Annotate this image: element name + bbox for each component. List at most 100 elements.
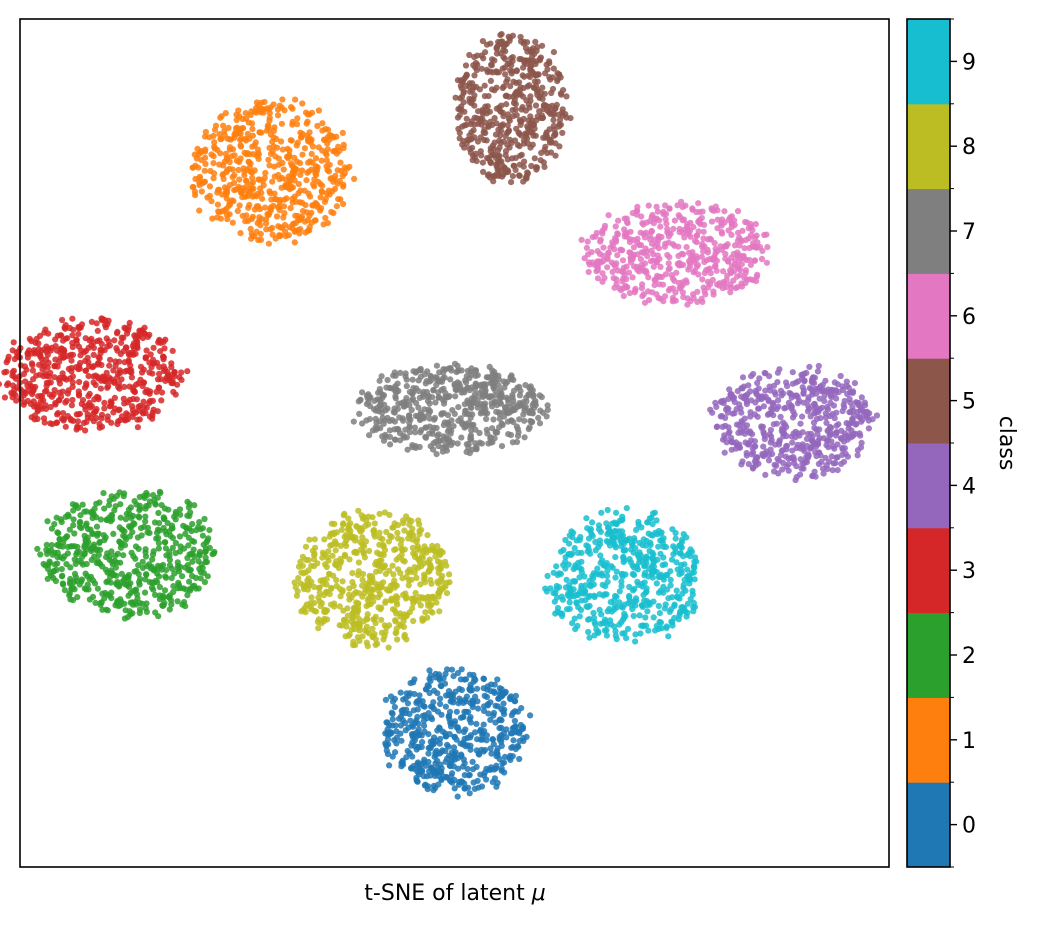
point-class-5 [504,76,511,83]
point-class-1 [270,127,277,134]
point-class-8 [394,535,402,542]
point-class-3 [116,367,123,374]
point-class-5 [481,93,488,100]
point-class-5 [471,72,478,79]
point-class-2 [58,573,66,580]
point-class-2 [51,567,58,575]
point-class-3 [100,376,107,383]
point-class-0 [490,741,497,748]
point-class-6 [666,254,673,261]
point-class-8 [398,545,405,552]
point-class-1 [292,212,299,219]
point-class-0 [425,750,432,757]
point-class-4 [859,416,866,423]
point-class-4 [793,473,800,481]
point-class-4 [767,446,774,453]
point-class-4 [719,423,726,430]
point-class-1 [209,215,216,222]
point-class-2 [182,524,189,531]
point-class-0 [490,709,497,717]
point-class-5 [547,149,555,156]
point-class-0 [389,722,396,729]
point-class-5 [492,154,500,161]
point-class-2 [78,559,85,566]
point-class-6 [654,208,662,215]
point-class-0 [511,717,518,725]
point-class-2 [106,592,113,599]
point-class-3 [10,339,17,346]
point-class-2 [186,578,193,585]
point-class-3 [169,347,176,354]
point-class-7 [386,427,393,434]
point-class-0 [454,793,461,800]
point-class-0 [487,745,494,752]
point-class-3 [130,340,138,347]
point-class-5 [471,114,478,121]
point-class-1 [235,107,242,114]
point-class-2 [121,580,128,588]
point-class-5 [509,173,516,180]
point-class-3 [59,316,66,324]
point-class-7 [498,394,505,401]
point-class-3 [36,332,44,339]
point-class-6 [676,285,683,292]
point-class-6 [660,208,667,215]
point-class-3 [150,406,157,413]
point-class-4 [801,377,808,384]
point-class-2 [64,550,71,557]
point-class-6 [647,258,655,265]
point-class-0 [500,700,507,707]
point-class-1 [267,226,274,233]
point-class-7 [432,374,439,381]
point-class-2 [107,579,114,586]
point-class-6 [619,257,627,264]
point-class-9 [692,554,699,561]
point-class-6 [629,254,636,261]
point-class-0 [494,676,501,683]
point-class-4 [843,420,850,427]
point-class-2 [81,549,88,557]
point-class-7 [424,397,432,405]
point-class-2 [46,560,53,567]
point-class-3 [142,354,150,361]
point-class-8 [446,571,453,578]
point-class-0 [480,721,487,728]
point-class-5 [541,163,548,170]
point-class-0 [403,706,410,713]
point-class-6 [676,225,683,233]
point-class-7 [374,425,381,432]
point-class-6 [650,263,657,270]
point-class-6 [605,212,612,219]
point-class-6 [683,279,690,286]
point-class-2 [139,564,146,572]
point-class-2 [184,592,191,599]
point-class-4 [761,369,768,377]
point-class-1 [224,166,231,173]
point-class-1 [322,195,329,203]
point-class-1 [310,181,317,188]
point-class-5 [518,151,525,158]
point-class-5 [544,107,551,114]
point-class-5 [478,152,485,159]
point-class-1 [214,201,221,208]
point-class-1 [220,171,227,178]
point-class-0 [473,763,480,771]
point-class-4 [721,449,728,456]
point-class-2 [117,501,124,508]
point-class-8 [382,598,389,605]
point-class-2 [133,501,140,508]
point-class-2 [199,532,206,539]
point-class-6 [684,228,691,236]
point-class-7 [498,443,506,450]
point-class-7 [453,369,460,376]
point-class-2 [131,568,138,575]
point-class-1 [317,194,324,201]
point-class-8 [322,561,329,568]
point-class-0 [483,732,490,739]
point-class-1 [259,195,266,202]
point-class-8 [346,596,353,603]
point-class-8 [436,608,443,615]
point-class-8 [338,526,345,534]
point-class-2 [143,600,150,607]
point-class-6 [758,255,766,263]
